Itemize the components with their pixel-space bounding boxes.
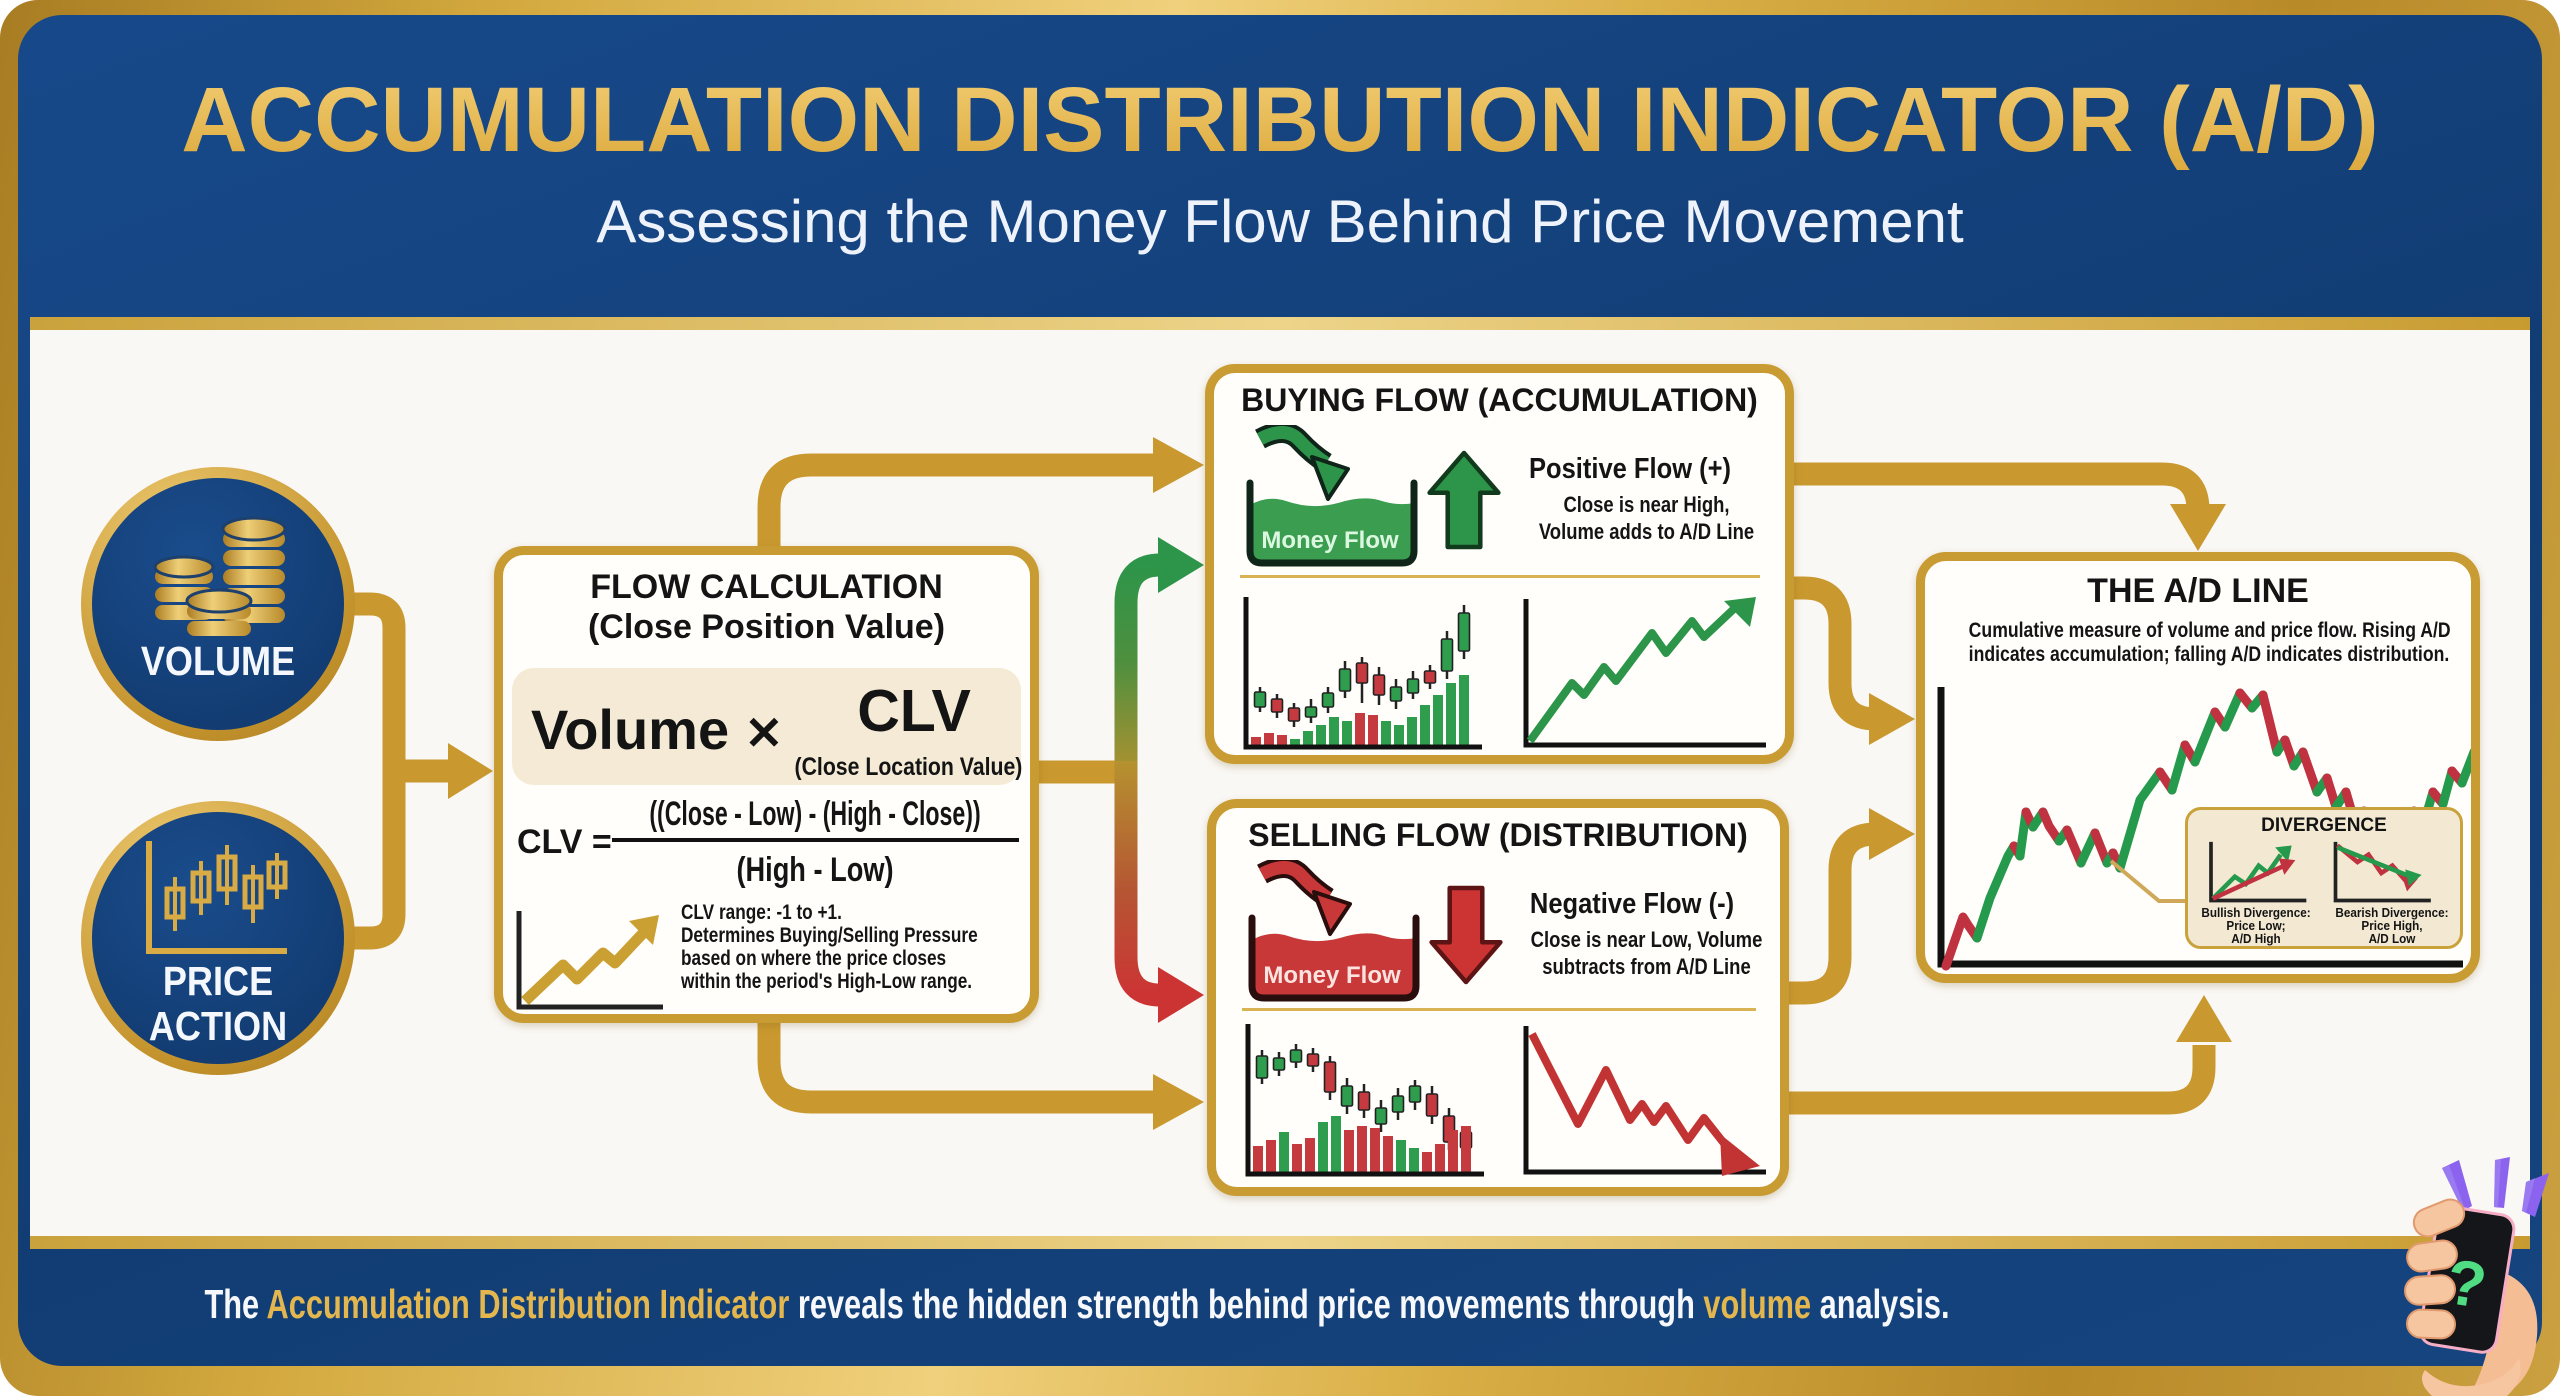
svg-text:Money Flow: Money Flow	[1261, 527, 1399, 554]
svg-text:Money Flow: Money Flow	[1263, 962, 1401, 989]
